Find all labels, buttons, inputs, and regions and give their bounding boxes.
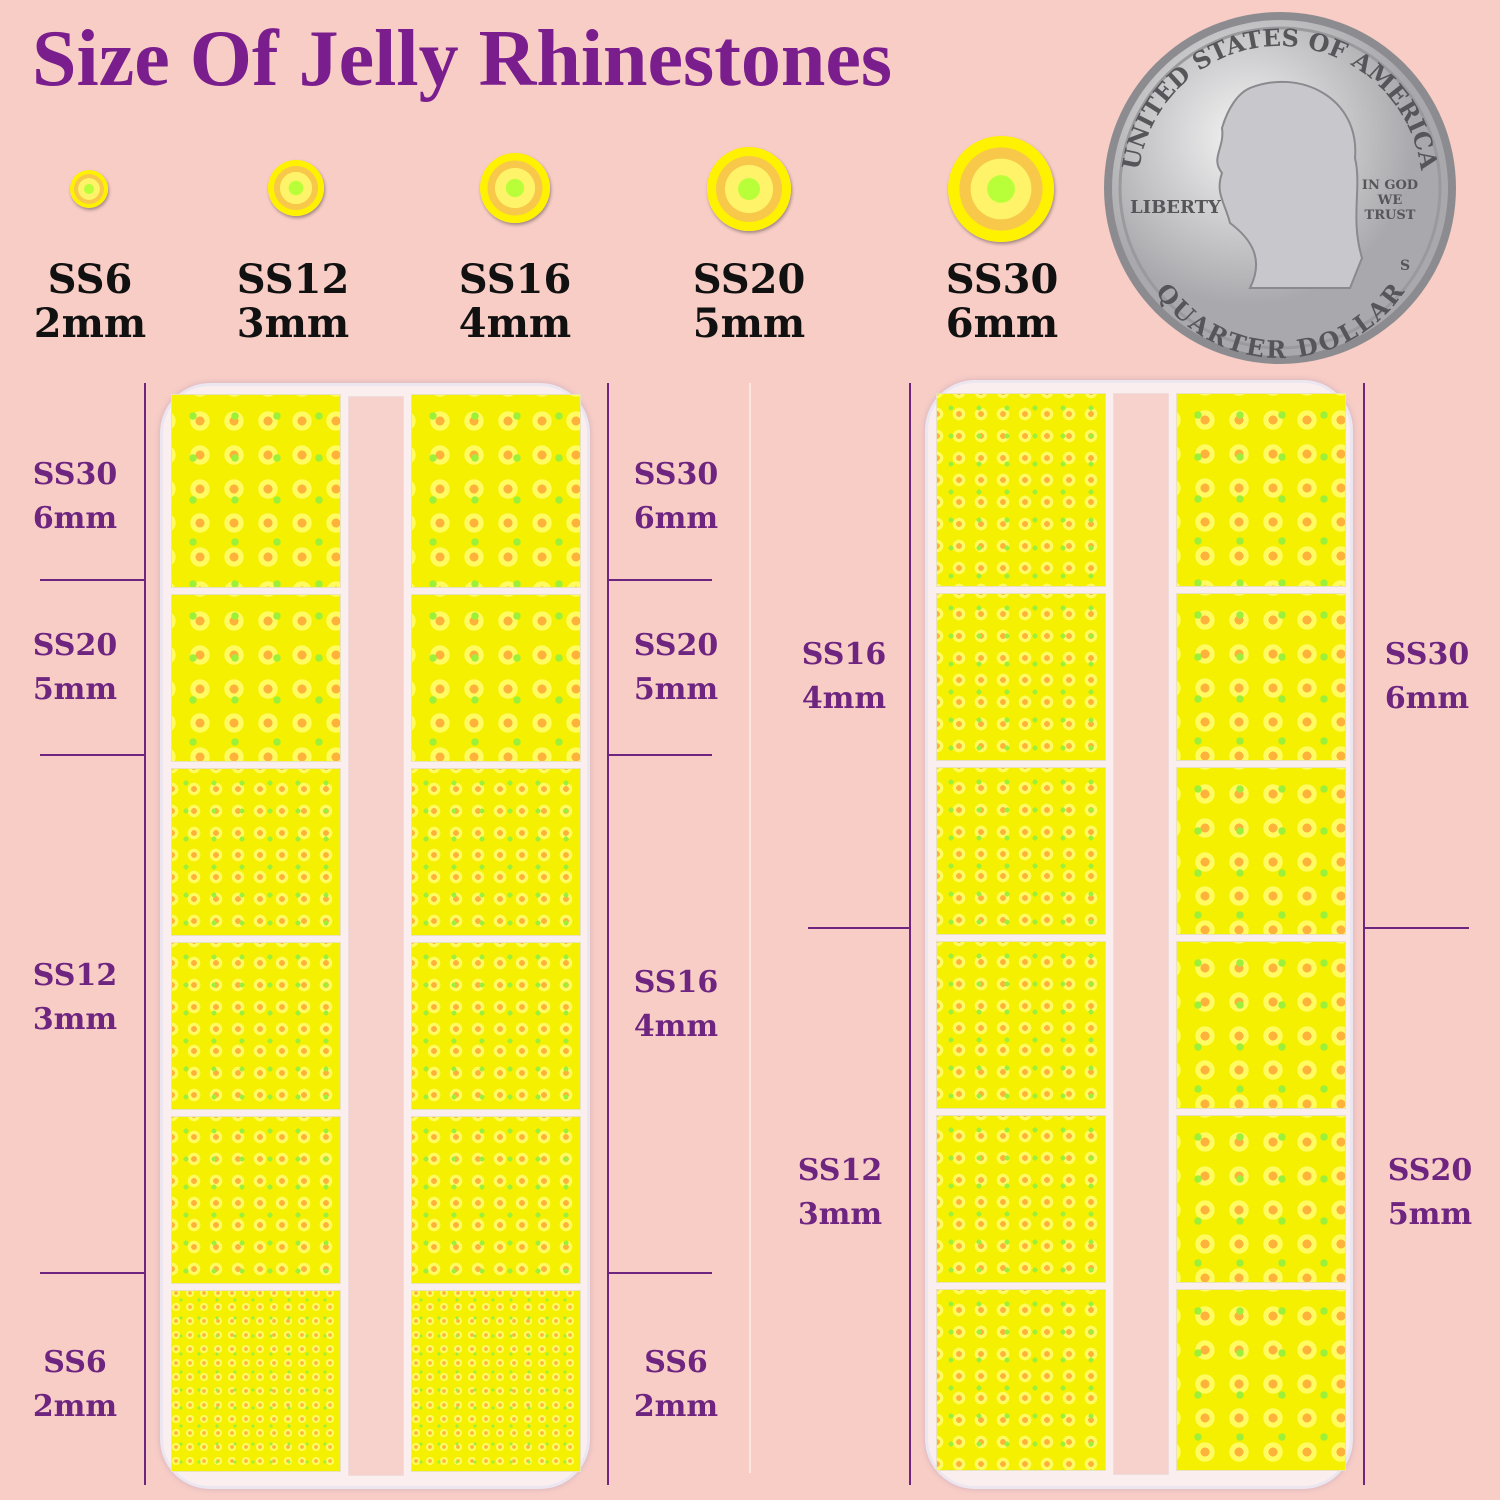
rhinestone-case-left	[160, 383, 590, 1489]
divider-line	[607, 1272, 712, 1274]
rhinestone-ss30-icon	[948, 136, 1054, 242]
size-label: SS20 5mm	[32, 628, 118, 707]
compartment-ss12	[936, 1115, 1106, 1283]
divider-line	[808, 927, 910, 929]
svg-text:LIBERTY: LIBERTY	[1130, 197, 1222, 218]
compartment-ss12	[171, 768, 341, 936]
rhinestone-ss12-icon	[268, 160, 324, 216]
size-label: SS30 6mm	[1384, 637, 1470, 716]
compartment-ss16	[936, 767, 1106, 935]
compartment-ss20	[411, 594, 581, 762]
size-label: SS20 5mm	[692, 256, 806, 347]
size-label: SS12 3mm	[797, 1153, 883, 1232]
rhinestone-case-right	[925, 380, 1353, 1489]
compartment-ss16	[411, 1116, 581, 1284]
case-divider-strip	[348, 396, 404, 1476]
compartment-ss16	[411, 942, 581, 1110]
quarter-coin-icon: UNITED STATES OF AMERICA QUARTER DOLLAR …	[1104, 12, 1456, 364]
rhinestone-ss6-icon	[70, 170, 108, 208]
compartment-ss30	[411, 394, 581, 588]
divider-line	[40, 754, 144, 756]
compartment-ss16	[936, 393, 1106, 587]
size-label: SS20 5mm	[1387, 1153, 1473, 1232]
case-divider-strip	[1113, 393, 1169, 1475]
compartment-ss12	[936, 1289, 1106, 1471]
compartment-ss6	[411, 1290, 581, 1472]
divider-line	[1363, 927, 1469, 929]
size-label: SS12 3mm	[32, 958, 118, 1037]
size-label: SS30 6mm	[945, 256, 1059, 347]
compartment-ss16	[936, 593, 1106, 761]
compartment-ss12	[171, 1116, 341, 1284]
size-label: SS30 6mm	[633, 457, 719, 536]
divider-line	[749, 383, 751, 1473]
divider-line	[1363, 383, 1365, 1485]
size-label: SS30 6mm	[32, 457, 118, 536]
compartment-ss30	[1176, 593, 1346, 761]
divider-line	[909, 383, 911, 1485]
compartment-ss30	[1176, 393, 1346, 587]
size-label: SS6 2mm	[33, 256, 147, 347]
size-label: SS16 4mm	[801, 637, 887, 716]
svg-text:S: S	[1400, 258, 1410, 274]
size-label: SS6 2mm	[32, 1345, 118, 1424]
divider-line	[607, 579, 712, 581]
compartment-ss6	[171, 1290, 341, 1472]
size-label: SS16 4mm	[458, 256, 572, 347]
divider-line	[40, 1272, 144, 1274]
page-title: Size Of Jelly Rhinestones	[32, 15, 892, 103]
divider-line	[144, 383, 146, 1485]
compartment-ss16	[411, 768, 581, 936]
compartment-ss12	[171, 942, 341, 1110]
compartment-ss20	[1176, 941, 1346, 1109]
compartment-ss30	[1176, 767, 1346, 935]
rhinestone-ss20-icon	[707, 147, 791, 231]
compartment-ss30	[171, 394, 341, 588]
size-label: SS16 4mm	[633, 965, 719, 1044]
divider-line	[607, 754, 712, 756]
divider-line	[40, 579, 144, 581]
coin-motto: IN GOD WE TRUST	[1361, 178, 1419, 223]
compartment-ss20	[1176, 1289, 1346, 1471]
size-label: SS12 3mm	[236, 256, 350, 347]
size-label: SS20 5mm	[633, 628, 719, 707]
compartment-ss20	[1176, 1115, 1346, 1283]
size-label: SS6 2mm	[633, 1345, 719, 1424]
compartment-ss12	[936, 941, 1106, 1109]
divider-line	[607, 383, 609, 1485]
rhinestone-ss16-icon	[480, 153, 550, 223]
compartment-ss20	[171, 594, 341, 762]
